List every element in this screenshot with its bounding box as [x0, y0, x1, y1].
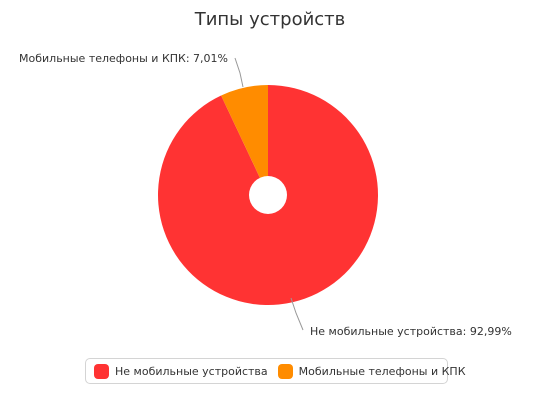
legend: Не мобильные устройства Мобильные телефо… [85, 358, 466, 384]
hole-layer [249, 176, 287, 214]
legend-item-mobile[interactable]: Мобильные телефоны и КПК [277, 363, 466, 379]
label-connector-mobile [234, 57, 244, 88]
legend-swatch-mobile [277, 363, 293, 379]
chart-title: Типы устройств [194, 9, 346, 30]
data-labels-layer: Не мобильные устройства: 92,99% Мобильные… [19, 52, 512, 338]
data-label-mobile: Мобильные телефоны и КПК: 7,01% [19, 52, 228, 65]
pie-slice-mobile[interactable] [221, 85, 268, 195]
pie-center-hole [249, 176, 287, 214]
legend-swatch-non-mobile [94, 363, 109, 379]
legend-label-mobile: Мобильные телефоны и КПК [298, 364, 466, 378]
label-connector-non-mobile [290, 297, 304, 331]
data-label-non-mobile: Не мобильные устройства: 92,99% [310, 325, 512, 338]
legend-item-non-mobile[interactable]: Не мобильные устройства [94, 363, 268, 379]
legend-label-non-mobile: Не мобильные устройства [115, 364, 268, 378]
